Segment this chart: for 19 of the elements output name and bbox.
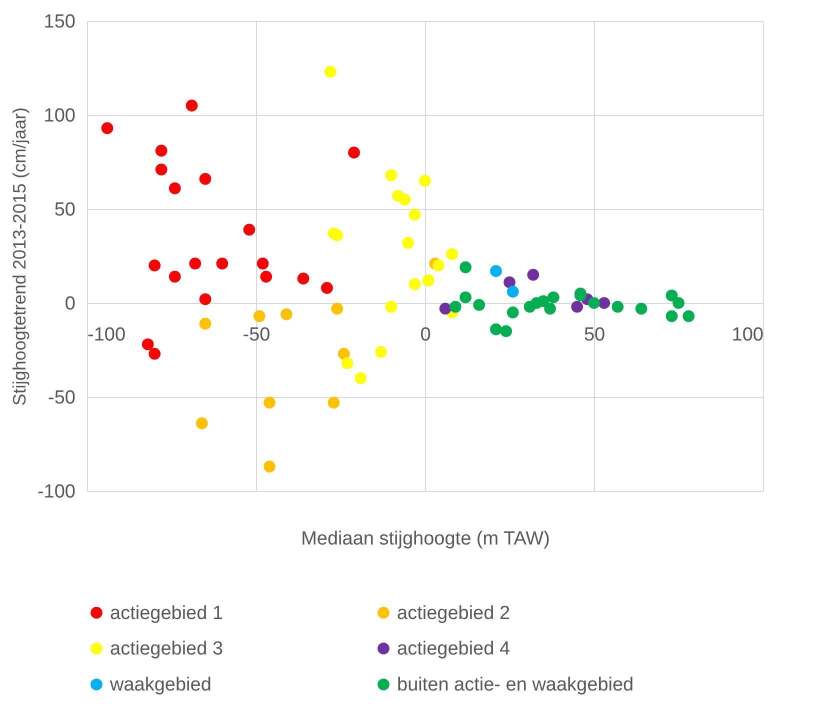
y-tick-label: -50 [48, 388, 76, 408]
x-tick-label: 50 [584, 324, 606, 346]
x-tick-label: 0 [420, 324, 431, 346]
y-tick-label: 150 [44, 12, 76, 32]
legend-label: waakgebied [109, 674, 212, 696]
legend-label: actiegebied 2 [397, 602, 510, 624]
legend-label: actiegebied 3 [110, 638, 224, 660]
legend-label: actiegebied 4 [397, 638, 510, 660]
y-tick-label: 100 [44, 106, 76, 126]
y-tick-label: -100 [37, 482, 76, 502]
legend-label: buiten actie- en waakgebied [397, 674, 634, 696]
x-tick-label: 100 [732, 324, 764, 346]
x-tick-label: -50 [242, 324, 270, 346]
y-tick-label: 0 [64, 294, 76, 314]
legend-label: actiegebied 1 [110, 602, 224, 624]
y-axis-title: Stijghoogtetrend 2013-2015 (cm/jaar) [9, 107, 30, 406]
x-tick-label: -100 [88, 324, 126, 346]
x-axis-title: Mediaan stijghoogte (m TAW) [301, 528, 550, 550]
y-tick-label: 50 [54, 200, 76, 220]
